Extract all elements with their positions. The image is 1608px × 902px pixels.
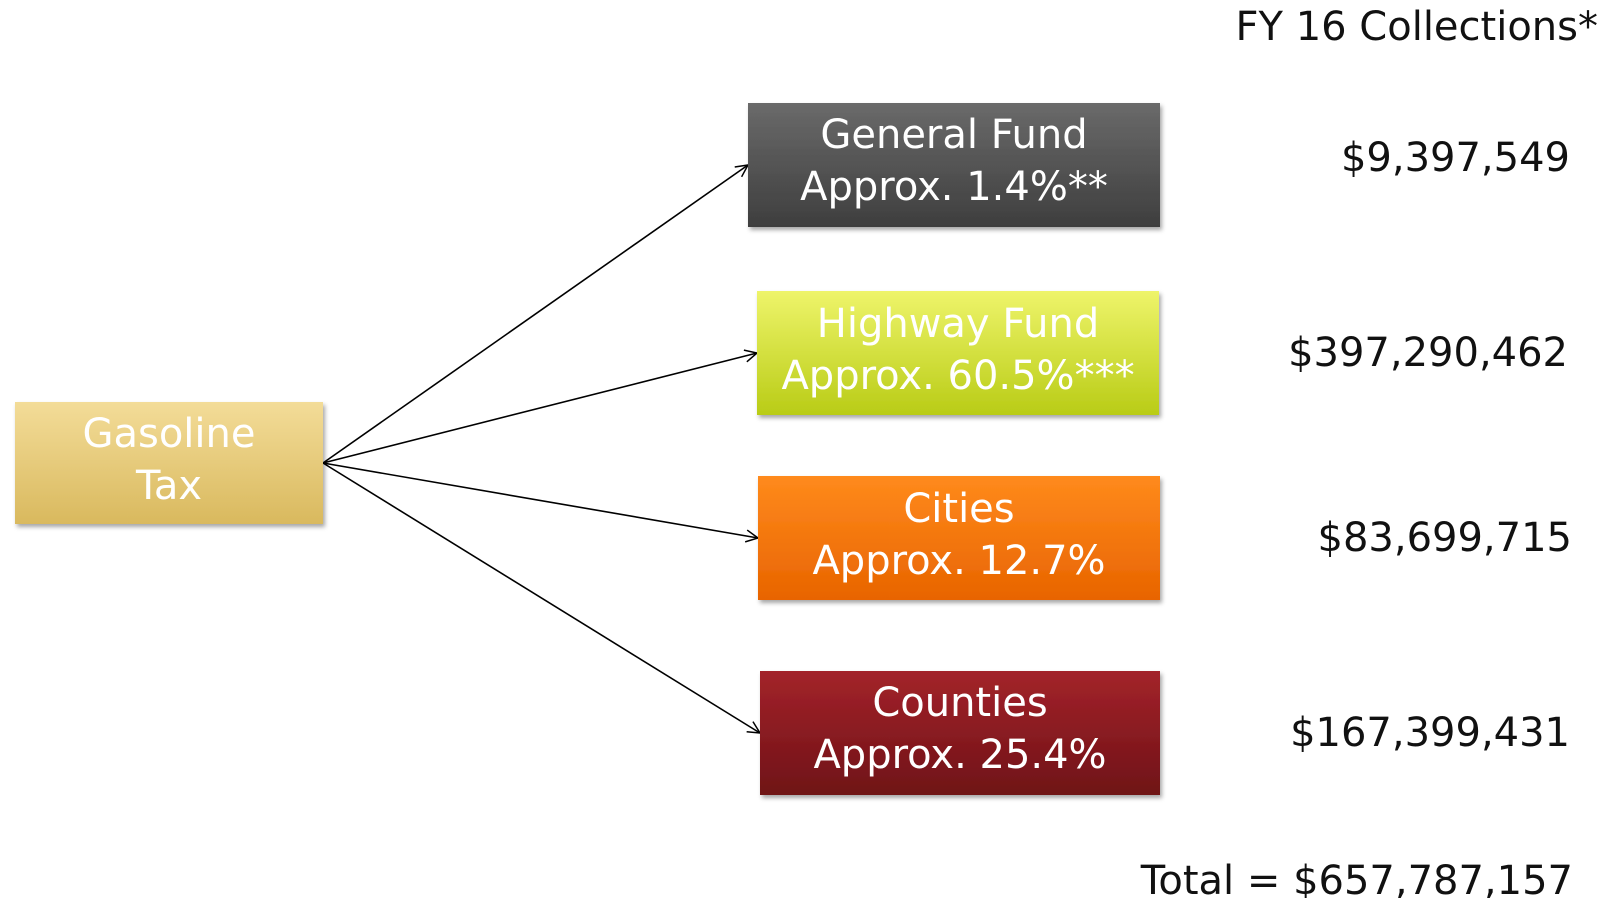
arrows <box>322 165 760 733</box>
arrow <box>322 353 757 464</box>
dest-name: Counties <box>872 680 1047 726</box>
source-label: Tax <box>135 463 202 509</box>
header-title: FY 16 Collections* <box>1236 4 1598 50</box>
dest-name: Highway Fund <box>817 301 1099 347</box>
dest-share: Approx. 12.7% <box>812 538 1105 584</box>
arrow <box>322 462 758 538</box>
dest-amount: $167,399,431 <box>1290 710 1570 756</box>
dest-box <box>760 671 1160 795</box>
source-box <box>15 402 323 524</box>
dest-share: Approx. 60.5%*** <box>781 353 1134 399</box>
source-label: Gasoline <box>82 411 255 457</box>
dest-box <box>757 291 1159 415</box>
dest-box <box>748 103 1160 227</box>
dest-amount: $9,397,549 <box>1341 135 1570 181</box>
arrow <box>322 165 748 464</box>
dest-name: Cities <box>903 486 1014 532</box>
dest-amount: $83,699,715 <box>1318 515 1572 561</box>
dest-share: Approx. 1.4%** <box>800 164 1108 210</box>
arrow <box>322 462 760 733</box>
dest-box <box>758 476 1160 600</box>
dest-share: Approx. 25.4% <box>813 732 1106 778</box>
dest-name: General Fund <box>820 112 1087 158</box>
total: Total = $657,787,157 <box>1140 858 1573 898</box>
dest-amount: $397,290,462 <box>1288 330 1568 376</box>
